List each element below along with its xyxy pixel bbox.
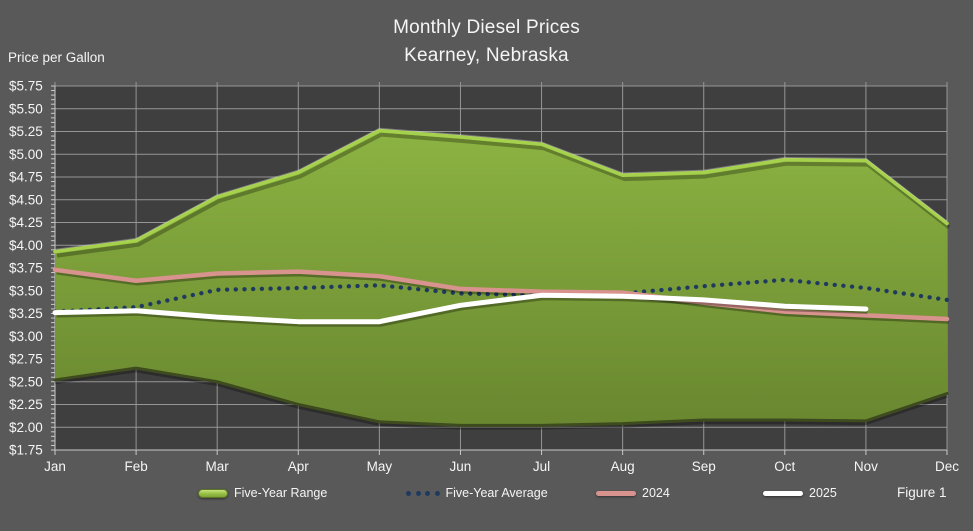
chart-title: Monthly Diesel Prices Kearney, Nebraska xyxy=(0,14,973,70)
line-2024-shadow xyxy=(56,270,949,324)
legend-label: 2025 xyxy=(809,486,837,500)
legend-label: Five-Year Range xyxy=(234,486,328,500)
range-top-highlight xyxy=(54,127,948,251)
chart-title-line2: Kearney, Nebraska xyxy=(404,45,569,66)
x-axis-label: Aug xyxy=(611,459,635,474)
y-axis-tick-label: $4.00 xyxy=(9,238,43,253)
y-axis-tick-label: $4.25 xyxy=(9,215,43,230)
chart-title-line1: Monthly Diesel Prices xyxy=(393,17,580,38)
range-bottom-shadow xyxy=(54,368,948,430)
y-axis-tick-label: $5.00 xyxy=(9,147,43,162)
x-axis-label: Dec xyxy=(935,459,959,474)
x-axis-label: May xyxy=(367,459,393,474)
y-axis-tick-label: $5.25 xyxy=(9,124,43,139)
legend-item-five-year-average[interactable]: Five-Year Average xyxy=(406,484,548,502)
legend-label: Five-Year Average xyxy=(445,486,548,500)
legend-item-five-year-range[interactable]: Five-Year Range xyxy=(198,484,327,502)
y-axis-tick-label: $5.75 xyxy=(9,79,43,94)
y-axis-tick-label: $3.25 xyxy=(9,306,43,321)
x-axis-label: Feb xyxy=(124,459,147,474)
legend-label: 2024 xyxy=(642,486,670,500)
range-area[interactable] xyxy=(55,130,947,426)
line-2025[interactable] xyxy=(52,292,869,325)
line-2025-swatch-icon xyxy=(763,490,803,496)
line-2024-swatch-icon xyxy=(596,490,636,496)
x-axis-label: Jul xyxy=(533,459,550,474)
x-axis-label: Apr xyxy=(288,459,310,474)
y-axis-tick-label: $1.75 xyxy=(9,443,43,458)
five-year-range-swatch-icon xyxy=(198,488,228,498)
legend-item-2025[interactable]: 2025 xyxy=(763,484,837,502)
x-axis-label: Jun xyxy=(450,459,472,474)
line-2024[interactable] xyxy=(52,267,950,322)
x-axis-label: Jan xyxy=(44,459,66,474)
x-axis-label: Mar xyxy=(206,459,230,474)
y-axis-tick-label: $3.50 xyxy=(9,283,43,298)
y-axis-tick-label: $3.75 xyxy=(9,261,43,276)
range-top-edge xyxy=(53,128,949,254)
y-axis-tick-label: $2.00 xyxy=(9,420,43,435)
y-axis-tick-label: $2.75 xyxy=(9,352,43,367)
y-axis-tick-label: $2.50 xyxy=(9,374,43,389)
range-bottom-edge xyxy=(53,366,949,427)
y-axis-title: Price per Gallon xyxy=(8,50,105,65)
y-axis-tick-label: $2.25 xyxy=(9,397,43,412)
five-year-average-dots-icon xyxy=(406,490,440,496)
range-top-shadow xyxy=(56,132,951,258)
y-axis-tick-label: $4.50 xyxy=(9,192,43,207)
y-axis-tick-label: $4.75 xyxy=(9,170,43,185)
x-axis-label: Nov xyxy=(854,459,878,474)
y-axis-tick-label: $3.00 xyxy=(9,329,43,344)
x-axis-label: Sep xyxy=(692,459,716,474)
x-axis-label: Oct xyxy=(774,459,795,474)
chart-legend: Five-Year Range Five-Year Average 2024 2… xyxy=(0,484,973,506)
figure-caption: Figure 1 xyxy=(897,485,947,500)
y-axis-tick-label: $5.50 xyxy=(9,101,43,116)
five-year-average-line[interactable] xyxy=(52,277,950,314)
legend-item-2024[interactable]: 2024 xyxy=(596,484,670,502)
